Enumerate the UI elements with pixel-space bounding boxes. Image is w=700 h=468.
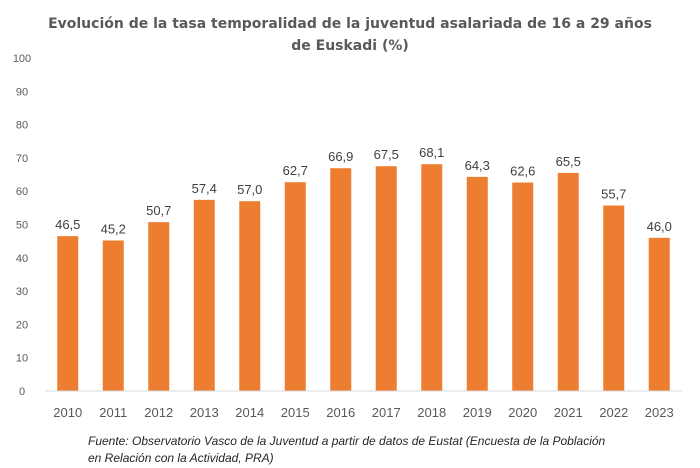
bar-2017	[375, 166, 397, 391]
x-tick-label: 2016	[326, 405, 355, 420]
bars: 46,5 45,2 50,7 57,4 57,0 62,7 66,9 67,5 68,1 64,3…	[55, 145, 672, 391]
x-tick-label: 2015	[281, 405, 310, 420]
bar-2011	[102, 240, 124, 391]
y-tick-label: 70	[16, 153, 28, 165]
source-note-line-1: Fuente: Observatorio Vasco de la Juventu…	[88, 434, 606, 448]
x-tick-label: 2019	[463, 405, 492, 420]
data-label: 46,0	[647, 219, 672, 234]
x-tick-label: 2021	[554, 405, 583, 420]
x-axis: 2010 2011 2012 2013 2014 2015 2016 2017 2018 2019…	[53, 405, 673, 420]
y-tick-label: 100	[13, 53, 31, 65]
source-note-line-2: en Relación con la Actividad, PRA)	[88, 451, 274, 465]
bar-2010	[57, 236, 79, 391]
bar-2018	[421, 164, 443, 391]
data-label: 45,2	[101, 221, 126, 236]
data-label: 65,5	[556, 154, 581, 169]
data-label: 68,1	[419, 145, 444, 160]
bar-2014	[239, 201, 261, 391]
bar-2021	[557, 172, 579, 391]
x-tick-label: 2020	[508, 405, 537, 420]
bar-2020	[512, 182, 534, 391]
x-tick-label: 2013	[190, 405, 219, 420]
bar-2022	[603, 205, 625, 391]
data-label: 50,7	[146, 203, 171, 218]
x-tick-label: 2010	[53, 405, 82, 420]
data-label: 62,6	[510, 164, 535, 179]
x-tick-label: 2014	[235, 405, 264, 420]
data-label: 57,0	[237, 182, 262, 197]
y-tick-label: 80	[16, 120, 28, 132]
y-tick-label: 10	[16, 353, 28, 365]
bar-2012	[148, 222, 170, 391]
bar-2023	[648, 237, 670, 391]
x-tick-label: 2012	[144, 405, 173, 420]
y-tick-label: 20	[16, 319, 28, 331]
x-tick-label: 2023	[645, 405, 674, 420]
x-tick-label: 2022	[599, 405, 628, 420]
chart-title-line-2: de Euskadi (%)	[291, 38, 409, 54]
y-tick-label: 30	[16, 286, 28, 298]
y-tick-label: 40	[16, 253, 28, 265]
y-tick-label: 60	[16, 186, 28, 198]
y-tick-label: 90	[16, 86, 28, 98]
bar-2013	[193, 199, 215, 391]
data-label: 64,3	[465, 158, 490, 173]
x-tick-label: 2018	[417, 405, 446, 420]
bar-2015	[284, 182, 306, 391]
data-label: 55,7	[601, 187, 626, 202]
data-label: 62,7	[283, 163, 308, 178]
y-tick-label: 50	[16, 220, 28, 232]
data-label: 67,5	[374, 147, 399, 162]
y-tick-label: 0	[19, 386, 25, 398]
bar-2016	[330, 168, 352, 391]
data-label: 66,9	[328, 149, 353, 164]
x-tick-label: 2011	[99, 405, 127, 420]
y-axis: 0 10 20 30 40 50 60 70 80 90 100	[13, 53, 31, 398]
x-tick-label: 2017	[372, 405, 401, 420]
data-label: 46,5	[55, 217, 80, 232]
chart-title-line-1: Evolución de la tasa temporalidad de la …	[48, 16, 652, 32]
bar-2019	[466, 176, 488, 391]
data-label: 57,4	[192, 181, 217, 196]
